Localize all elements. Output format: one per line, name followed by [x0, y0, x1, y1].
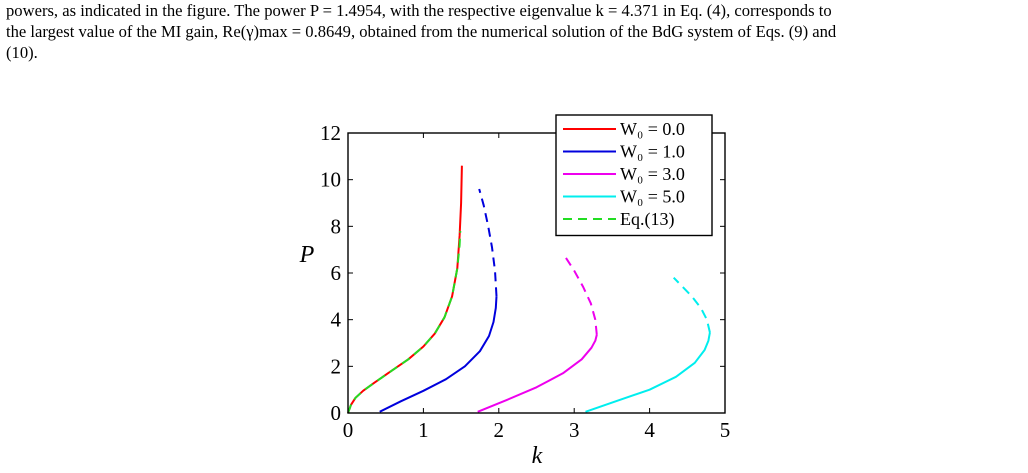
y-axis-label: P: [299, 242, 315, 268]
legend-label: W₀ = 1.0: [620, 142, 685, 162]
series-line-7: [347, 230, 462, 414]
series-line-2: [478, 188, 498, 297]
x-tick-label: 0: [343, 418, 354, 442]
y-tick-label: 12: [320, 121, 341, 145]
series-line-6: [672, 277, 711, 333]
y-tick-label: 4: [331, 308, 342, 332]
x-tick-label: 3: [569, 418, 580, 442]
legend-label: W₀ = 0.0: [620, 119, 685, 139]
series-line-5: [585, 332, 711, 413]
legend-label: Eq.(13): [620, 209, 674, 230]
paragraph-line-1: powers, as indicated in the figure. The …: [6, 1, 832, 20]
paragraph-line-2: the largest value of the MI gain, Re(γ)m…: [6, 22, 837, 41]
paragraph-line-3: (10).: [6, 43, 38, 62]
legend-box: [555, 114, 713, 237]
y-tick-label: 6: [331, 261, 342, 285]
chart-legend: W₀ = 0.0 W₀ = 1.0W₀ = 3.0 W₀ = 5.0Eq.(13): [555, 114, 713, 237]
chart-curves: [347, 165, 711, 414]
y-tick-label: 0: [331, 401, 342, 425]
x-tick-label: 2: [494, 418, 505, 442]
series-line-1: [379, 296, 498, 413]
x-tick-label: 5: [720, 418, 731, 442]
series-line-0: [347, 165, 463, 414]
y-tick-label: 2: [331, 354, 342, 378]
paragraph-text: powers, as indicated in the figure. The …: [6, 0, 1022, 63]
y-tick-label: 10: [320, 168, 341, 192]
series-line-3: [477, 334, 598, 413]
series-line-4: [564, 256, 598, 335]
x-axis-label: k: [532, 443, 543, 469]
y-tick-label: 8: [331, 214, 342, 238]
x-tick-label: 4: [644, 418, 655, 442]
legend-label: W₀ = 3.0: [620, 164, 685, 184]
x-tick-label: 1: [418, 418, 429, 442]
legend-label: W₀ = 5.0: [620, 187, 685, 207]
